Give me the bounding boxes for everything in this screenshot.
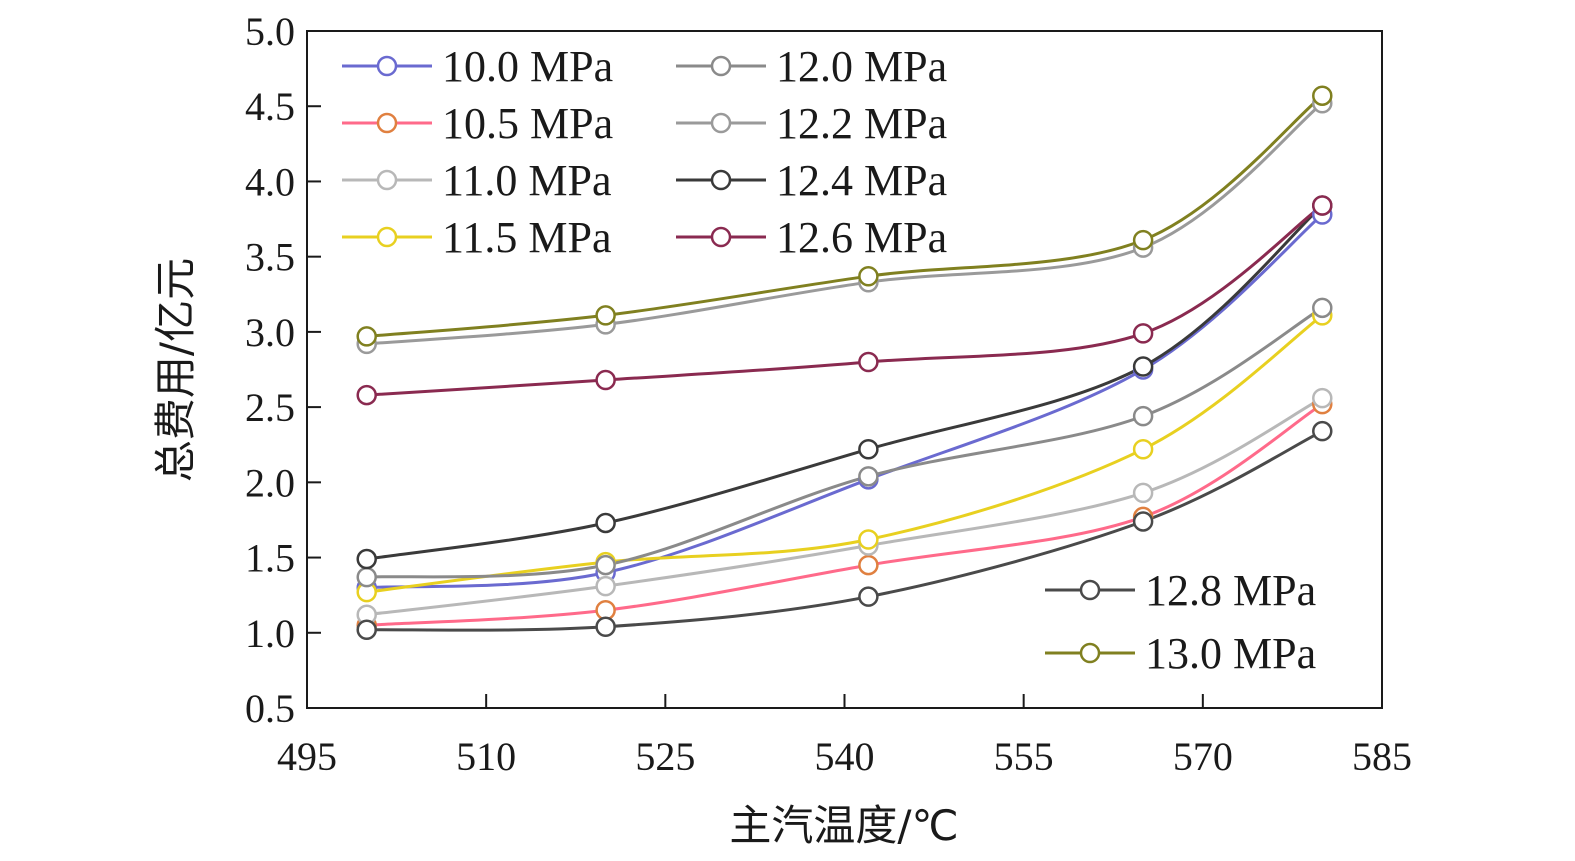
- y-tick-label: 1.0: [245, 611, 295, 656]
- x-axis: 495 510 525 540 555 570 585: [277, 694, 1412, 779]
- data-point: [858, 586, 879, 607]
- series-line: [366, 306, 1324, 579]
- data-point: [1132, 356, 1154, 377]
- legend-marker: [1079, 642, 1101, 664]
- x-tick-label: 585: [1352, 734, 1412, 779]
- x-tick-label: 570: [1173, 734, 1233, 779]
- data-point: [1312, 195, 1333, 216]
- legend-marker: [1079, 579, 1101, 601]
- x-axis-title: 主汽温度/℃: [729, 801, 958, 850]
- legend-label: 12.6 MPa: [776, 213, 947, 262]
- data-point: [1132, 405, 1154, 427]
- legend-label: 12.0 MPa: [776, 42, 947, 91]
- y-tick-label: 3.5: [245, 235, 295, 280]
- data-point: [1132, 511, 1154, 532]
- data-point: [595, 369, 616, 391]
- data-point: [1312, 387, 1333, 409]
- y-axis: 0.5 1.0 1.5 2.0 2.5 3.0 3.5 4.0 4.5 5.0: [245, 9, 321, 731]
- legend-label: 10.5 MPa: [442, 99, 613, 148]
- legend-marker: [710, 226, 732, 248]
- legend-top-left: 10.0 MPa 10.5 MPa 11.0 MPa 11.5 MPa 12.0 MPa…: [342, 42, 947, 262]
- data-point: [1132, 438, 1154, 460]
- x-tick-label: 540: [815, 734, 875, 779]
- legend-label: 10.0 MPa: [442, 42, 613, 91]
- series-points: [356, 85, 1333, 641]
- legend-label: 13.0 MPa: [1145, 629, 1316, 678]
- data-point: [1132, 229, 1154, 251]
- legend-marker: [376, 169, 398, 191]
- x-tick-label: 555: [994, 734, 1054, 779]
- data-point: [595, 616, 616, 638]
- data-point: [356, 619, 377, 641]
- legend-label: 12.8 MPa: [1145, 566, 1316, 615]
- data-point: [356, 326, 377, 347]
- data-point: [858, 265, 879, 287]
- data-point: [595, 575, 616, 597]
- y-tick-label: 5.0: [245, 9, 295, 54]
- legend-label: 11.0 MPa: [442, 156, 612, 205]
- data-point: [356, 566, 377, 588]
- legend-marker: [710, 55, 732, 77]
- x-tick-label: 525: [635, 734, 695, 779]
- legend-marker: [710, 112, 732, 134]
- y-axis-title: 总费用/亿元: [151, 258, 200, 482]
- data-point: [858, 466, 879, 487]
- legend-label: 12.2 MPa: [776, 99, 947, 148]
- data-point: [356, 548, 377, 570]
- legend-label: 11.5 MPa: [442, 213, 612, 262]
- data-point: [595, 305, 616, 326]
- y-tick-label: 1.5: [245, 536, 295, 581]
- x-tick-label: 510: [456, 734, 516, 779]
- legend-marker: [376, 112, 398, 134]
- data-point: [858, 529, 879, 550]
- y-tick-label: 2.5: [245, 385, 295, 430]
- data-point: [595, 554, 616, 576]
- legend-marker: [710, 169, 732, 191]
- data-point: [595, 512, 616, 534]
- legend-marker: [376, 226, 398, 248]
- x-tick-label: 495: [277, 734, 337, 779]
- data-point: [1132, 323, 1154, 344]
- data-point: [858, 554, 879, 576]
- y-tick-label: 4.0: [245, 159, 295, 204]
- data-point: [1312, 420, 1333, 442]
- y-tick-label: 3.0: [245, 310, 295, 355]
- y-tick-label: 4.5: [245, 84, 295, 129]
- data-point: [1312, 85, 1333, 106]
- data-point: [1132, 482, 1154, 504]
- data-point: [1312, 297, 1333, 319]
- data-point: [858, 351, 879, 373]
- data-point: [858, 438, 879, 460]
- y-tick-label: 2.0: [245, 460, 295, 505]
- legend-label: 12.4 MPa: [776, 156, 947, 205]
- data-point: [356, 384, 377, 406]
- legend-marker: [376, 55, 398, 77]
- legend-bottom-right: 12.8 MPa 13.0 MPa: [1045, 566, 1316, 678]
- y-tick-label: 0.5: [245, 686, 295, 731]
